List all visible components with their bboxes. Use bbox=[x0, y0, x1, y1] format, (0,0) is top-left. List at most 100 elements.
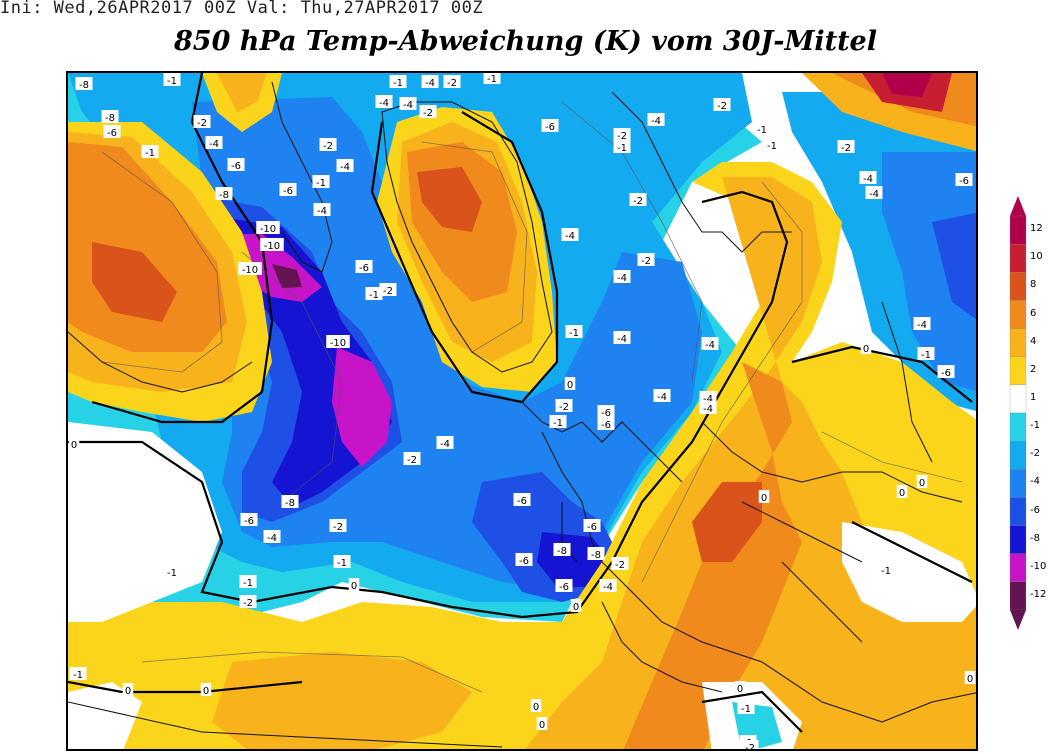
colorbar-label: 1 bbox=[1030, 391, 1037, 403]
map-value-text: -6 bbox=[587, 522, 597, 533]
map-value-text: -6 bbox=[359, 263, 369, 274]
map-value-text: -2 bbox=[617, 131, 627, 142]
map-value-label: -4 bbox=[613, 331, 631, 345]
map-value-text: -1 bbox=[881, 566, 891, 577]
map-value-text: -6 bbox=[545, 122, 555, 133]
map-value-label: -8 bbox=[215, 187, 233, 201]
map-value-label: -4 bbox=[436, 436, 454, 450]
map-value-text: -4 bbox=[917, 320, 927, 331]
colorbar-label: -6 bbox=[1030, 504, 1040, 516]
map-value-label: -2 bbox=[637, 253, 655, 267]
map-value-label: -2 bbox=[613, 128, 631, 142]
map-value-label: -4 bbox=[865, 186, 883, 200]
map-value-text: -8 bbox=[219, 190, 229, 201]
map-value-label: -4 bbox=[336, 159, 354, 173]
map-value-text: -2 bbox=[197, 118, 207, 129]
map-value-text: 0 bbox=[899, 488, 905, 499]
map-value-label: -4 bbox=[399, 97, 417, 111]
colorbar-box bbox=[1009, 356, 1027, 386]
map-value-text: -1 bbox=[167, 568, 177, 579]
map-value-label: -2 bbox=[419, 105, 437, 119]
map-value-text: -6 bbox=[941, 368, 951, 379]
map-value-text: 0 bbox=[919, 478, 925, 489]
map-value-text: -8 bbox=[557, 546, 567, 557]
map-value-label: -4 bbox=[599, 579, 617, 593]
map-value-label: -4 bbox=[263, 530, 281, 544]
map-value-text: 0 bbox=[737, 684, 743, 695]
map-value-text: -1 bbox=[369, 290, 379, 301]
map-value-text: -4 bbox=[617, 334, 627, 345]
map-value-label: -1 bbox=[141, 145, 159, 159]
map-value-text: -8 bbox=[79, 80, 89, 91]
colorbar-label: -2 bbox=[1030, 448, 1040, 460]
colorbar-box bbox=[1009, 384, 1027, 414]
map-value-label: -8 bbox=[281, 495, 299, 509]
map-value-label: 0 bbox=[896, 485, 908, 499]
map-value-label: -6 bbox=[227, 158, 245, 172]
colorbar-box bbox=[1009, 215, 1027, 245]
colorbar-box bbox=[1009, 497, 1027, 526]
map-value-text: -4 bbox=[705, 340, 715, 351]
map-value-label: -6 bbox=[279, 183, 297, 197]
map-value-text: -1 bbox=[921, 350, 931, 361]
map-value-text: -6 bbox=[601, 408, 611, 419]
map-value-text: -1 bbox=[167, 76, 177, 87]
map-value-text: -8 bbox=[105, 113, 115, 124]
map-value-label: -6 bbox=[597, 417, 615, 431]
map-value-text: 0 bbox=[761, 493, 767, 504]
map-value-label: -4 bbox=[375, 95, 393, 109]
map-value-text: 0 bbox=[567, 380, 573, 391]
map-value-text: -2 bbox=[633, 196, 643, 207]
colorbar-box bbox=[1009, 581, 1027, 611]
coastlines bbox=[68, 81, 976, 748]
map-value-label: -1 bbox=[613, 140, 631, 154]
colorbar-box bbox=[1009, 243, 1027, 273]
map-value-text: -4 bbox=[703, 394, 713, 405]
map-value-text: 0 bbox=[539, 720, 545, 731]
colorbar-box bbox=[1009, 440, 1027, 470]
map-value-label: -2 bbox=[555, 399, 573, 413]
map-value-text: -6 bbox=[601, 420, 611, 431]
anomaly-map: -8 -1-8-6-2-4-1-6-8 -6-10-10-10-2-4-1-4-1-… bbox=[68, 73, 976, 749]
map-value-label: -1 bbox=[877, 563, 895, 577]
map-value-label: -6 bbox=[355, 260, 373, 274]
map-value-text: -2 bbox=[717, 101, 727, 112]
map-value-label: -2 bbox=[837, 140, 855, 154]
map-value-label: -4 bbox=[313, 203, 331, 217]
colorbar-label: -1 bbox=[1030, 420, 1040, 432]
map-value-label: -6 bbox=[955, 173, 973, 187]
map-value-text: -4 bbox=[440, 439, 450, 450]
map-value-label: -10 bbox=[326, 335, 350, 349]
map-value-label: -4 bbox=[205, 136, 223, 150]
map-value-text: -1 bbox=[569, 328, 579, 339]
colorbar-box bbox=[1009, 553, 1027, 583]
map-value-label: -6 bbox=[515, 553, 533, 567]
map-value-text: -6 bbox=[559, 582, 569, 593]
map-value-text: -2 bbox=[383, 286, 393, 297]
map-value-text: -4 bbox=[603, 582, 613, 593]
colorbar-label: 8 bbox=[1030, 279, 1037, 291]
colorbar-label: 12 bbox=[1030, 223, 1043, 235]
map-value-text: -2 bbox=[243, 598, 253, 609]
map-value-label: -1 bbox=[389, 75, 407, 89]
map-value-label: -1 bbox=[163, 73, 181, 87]
map-value-label: 0 bbox=[536, 717, 548, 731]
map-value-label: -2 bbox=[239, 595, 257, 609]
map-value-text: -4 bbox=[425, 78, 435, 89]
colorbar-label: -10 bbox=[1030, 560, 1047, 572]
colorbar-label: 4 bbox=[1030, 335, 1037, 347]
map-value-text: -8 bbox=[285, 498, 295, 509]
map-value-label: -1 bbox=[483, 73, 501, 85]
map-value-label: 0 bbox=[122, 683, 134, 697]
map-value-text: -4 bbox=[617, 273, 627, 284]
map-value-label: -2 bbox=[741, 740, 759, 749]
map-value-label: -8 bbox=[101, 110, 119, 124]
map-value-label: -1 bbox=[365, 287, 383, 301]
map-value-label: 0 bbox=[758, 490, 770, 504]
map-value-text: -2 bbox=[333, 522, 343, 533]
map-value-label: -4 bbox=[859, 171, 877, 185]
map-value-text: 0 bbox=[71, 440, 77, 451]
map-value-text: -2 bbox=[323, 141, 333, 152]
colorbar-label: -8 bbox=[1030, 532, 1040, 544]
map-value-label: -4 bbox=[699, 391, 717, 405]
